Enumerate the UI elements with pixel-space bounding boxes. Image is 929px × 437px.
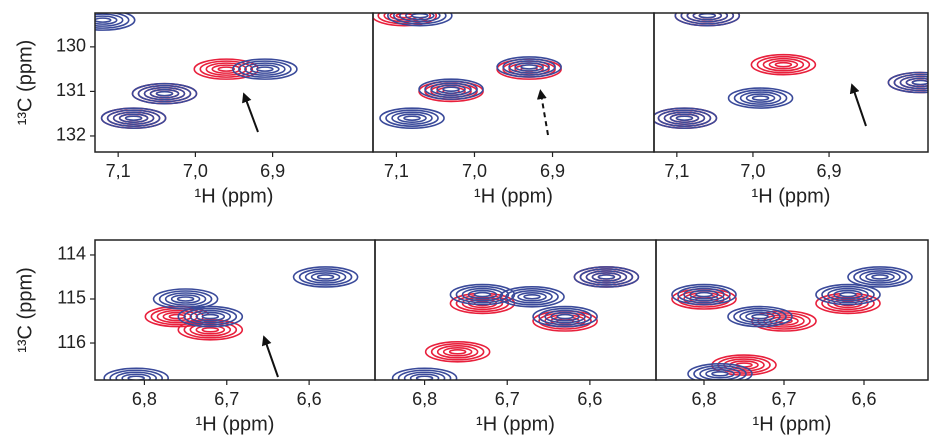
y-tick-label: 132: [56, 125, 86, 145]
plot-area: [372, 6, 561, 128]
panel-frame: [95, 13, 373, 152]
peak-ring: [474, 293, 490, 297]
plot-area: [71, 10, 297, 128]
y-axis-label: ¹³C (ppm): [14, 40, 36, 126]
x-tick-label: 6,6: [577, 389, 602, 409]
peak-ring: [753, 96, 769, 100]
arrows: [245, 88, 866, 377]
peak-ring: [840, 293, 856, 297]
y-tick-label: 116: [57, 332, 86, 352]
x-tick-label: 7,0: [462, 161, 487, 181]
peak-ring: [202, 328, 218, 332]
panel-frame: [373, 13, 654, 152]
peak-ring: [412, 14, 428, 18]
x-axis-label: ¹H (ppm): [752, 185, 831, 207]
y-tick-label: 115: [57, 288, 86, 308]
peak-ring: [524, 295, 540, 299]
x-tick-label: 6,8: [132, 389, 157, 409]
panel-frame: [375, 240, 656, 380]
x-tick-label: 6,9: [540, 161, 565, 181]
x-tick-label: 6,8: [412, 389, 437, 409]
x-tick-label: 7,1: [384, 161, 409, 181]
x-axis-label: ¹H (ppm): [753, 413, 832, 435]
peak-ring: [95, 18, 111, 22]
x-tick-label: 6,8: [691, 389, 716, 409]
peak-ring: [396, 14, 412, 18]
plot-area: [672, 267, 912, 384]
arrow: [853, 88, 866, 126]
peak-ring: [318, 275, 334, 279]
x-tick-label: 6,7: [771, 389, 796, 409]
x-tick-label: 6,6: [851, 389, 876, 409]
x-tick-label: 7,1: [106, 161, 131, 181]
arrow: [265, 340, 278, 377]
peak-ring: [775, 63, 791, 67]
peak-ring: [257, 67, 273, 71]
peak-ring: [752, 315, 768, 319]
x-tick-label: 7,1: [664, 161, 689, 181]
figure: 7,1 7,0 6,9 ¹H (ppm) 130 131 132 ¹³C (ppm) 7,1 7,…: [0, 0, 929, 437]
panels: 7,1 7,0 6,9 ¹H (ppm) 130 131 132 ¹³C (ppm) 7,1 7,…: [14, 6, 929, 436]
peak-ring: [404, 116, 420, 120]
plot-area: [652, 6, 929, 128]
y-tick-label: 131: [56, 80, 86, 100]
panel-frame: [654, 13, 928, 152]
peak-ring: [712, 372, 728, 376]
x-tick-label: 6,9: [817, 161, 842, 181]
x-axis-label: ¹H (ppm): [195, 185, 274, 207]
x-tick-label: 6,7: [214, 389, 239, 409]
peak-ring: [169, 315, 185, 319]
x-tick-label: 7,0: [183, 161, 208, 181]
y-tick-label: 130: [56, 36, 86, 56]
x-tick-label: 6,6: [297, 389, 322, 409]
x-axis-label: ¹H (ppm): [476, 413, 555, 435]
x-tick-label: 6,7: [495, 389, 520, 409]
peak-ring: [699, 14, 715, 18]
peak-ring: [178, 297, 194, 301]
arrow: [245, 97, 258, 132]
x-axis-label: ¹H (ppm): [474, 185, 553, 207]
arrow: [541, 94, 548, 135]
y-axis-label: ¹³C (ppm): [14, 267, 36, 353]
peak-ring: [872, 275, 888, 279]
y-tick-label: 114: [57, 244, 86, 264]
peak-ring: [912, 81, 928, 85]
panel-frame: [656, 240, 928, 380]
plot-area: [393, 267, 639, 388]
peak-ring: [450, 350, 466, 354]
peak-ring: [157, 92, 173, 96]
plot-area: [104, 267, 357, 388]
peak-ring: [696, 293, 712, 297]
x-tick-label: 7,0: [740, 161, 765, 181]
peak-ring: [598, 275, 614, 279]
peak-ring: [202, 315, 218, 319]
x-tick-label: 6,9: [260, 161, 285, 181]
peak-ring: [218, 67, 234, 71]
peak-ring: [126, 116, 142, 120]
x-axis-label: ¹H (ppm): [196, 413, 275, 435]
peak-ring: [557, 315, 573, 319]
peak-ring: [443, 87, 459, 91]
peak-ring: [676, 116, 692, 120]
peak-ring: [521, 65, 537, 69]
